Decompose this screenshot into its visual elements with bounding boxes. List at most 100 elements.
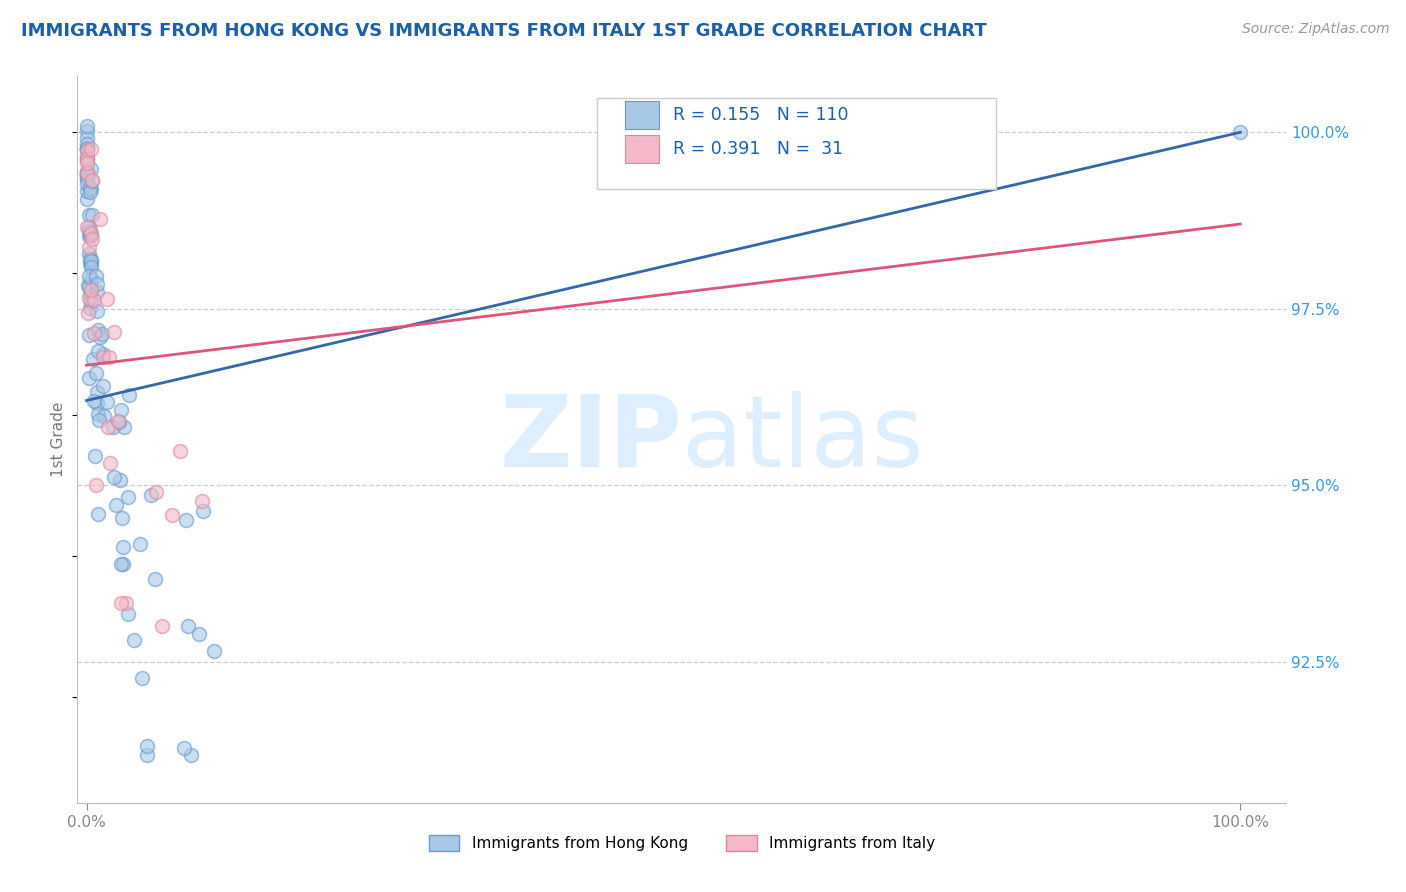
Point xyxy=(129,537,152,551)
Point xyxy=(103,470,125,484)
Point xyxy=(79,252,101,266)
Point xyxy=(79,286,101,301)
Point xyxy=(76,177,98,191)
Point xyxy=(76,193,98,207)
FancyBboxPatch shape xyxy=(598,97,997,188)
Point xyxy=(176,619,198,633)
Point xyxy=(79,181,101,195)
Point xyxy=(76,141,98,155)
Point xyxy=(76,142,98,156)
Point xyxy=(193,504,215,518)
Point xyxy=(86,384,108,399)
Point xyxy=(150,618,173,632)
Point xyxy=(80,182,103,196)
Point xyxy=(131,672,153,686)
Point xyxy=(190,494,212,508)
Point xyxy=(76,168,98,182)
Point xyxy=(79,185,101,199)
Point xyxy=(80,174,103,188)
Point xyxy=(84,449,107,463)
Y-axis label: 1st Grade: 1st Grade xyxy=(51,401,66,477)
Point xyxy=(135,739,157,753)
Point xyxy=(79,162,101,177)
Point xyxy=(76,184,98,198)
Point xyxy=(82,172,104,186)
Point xyxy=(115,596,138,610)
Point xyxy=(89,211,111,226)
Point xyxy=(80,254,103,268)
Point xyxy=(76,171,98,186)
Point xyxy=(87,407,110,421)
Point xyxy=(79,268,101,283)
Point xyxy=(145,485,167,500)
Point xyxy=(84,268,107,283)
Point xyxy=(110,558,132,572)
Point xyxy=(93,409,115,423)
Point xyxy=(76,166,98,180)
Point xyxy=(86,478,108,492)
Point xyxy=(77,327,100,342)
Point xyxy=(96,395,118,409)
Point xyxy=(84,366,107,380)
Point xyxy=(1229,125,1251,139)
Point xyxy=(77,291,100,305)
Point xyxy=(76,168,98,182)
Point xyxy=(110,597,132,611)
Point xyxy=(112,558,135,572)
Point xyxy=(87,323,110,337)
Point xyxy=(80,283,103,297)
Point xyxy=(76,165,98,179)
Point xyxy=(110,403,132,417)
Point xyxy=(107,414,129,428)
Point xyxy=(98,456,121,470)
Point xyxy=(180,748,202,763)
Point xyxy=(87,507,110,521)
Point xyxy=(76,172,98,186)
Text: R = 0.391   N =  31: R = 0.391 N = 31 xyxy=(673,140,844,158)
Point xyxy=(86,277,108,291)
Point xyxy=(77,220,100,235)
Point xyxy=(101,419,124,434)
Point xyxy=(82,232,104,246)
Point xyxy=(96,292,118,306)
Point xyxy=(77,280,100,294)
Point xyxy=(97,350,120,364)
Point xyxy=(79,240,101,254)
Point xyxy=(77,277,100,292)
Point xyxy=(122,632,145,647)
Point xyxy=(86,285,108,300)
Point xyxy=(79,228,101,243)
Point xyxy=(76,142,98,156)
Point xyxy=(77,371,100,385)
Point xyxy=(76,124,98,138)
Point xyxy=(77,229,100,244)
Point xyxy=(79,293,101,308)
Point xyxy=(79,247,101,261)
Point xyxy=(80,253,103,268)
Point xyxy=(118,388,141,402)
Point xyxy=(117,607,139,622)
Text: Source: ZipAtlas.com: Source: ZipAtlas.com xyxy=(1241,22,1389,37)
Text: ZIP: ZIP xyxy=(499,391,682,488)
Point xyxy=(76,136,98,151)
Point xyxy=(76,156,98,170)
Point xyxy=(111,511,134,525)
Point xyxy=(104,498,127,512)
Point xyxy=(80,226,103,240)
Point xyxy=(77,208,100,222)
Point xyxy=(80,228,103,243)
Point xyxy=(79,260,101,275)
Point xyxy=(83,326,105,340)
Point xyxy=(76,150,98,164)
Point xyxy=(76,165,98,179)
Point xyxy=(77,224,100,238)
Point xyxy=(80,142,103,156)
Point xyxy=(86,304,108,318)
Point xyxy=(117,490,139,504)
Point xyxy=(83,394,105,409)
Point xyxy=(76,152,98,166)
Point xyxy=(143,572,166,586)
Point xyxy=(160,508,183,522)
Point xyxy=(87,343,110,358)
Point xyxy=(173,740,195,755)
